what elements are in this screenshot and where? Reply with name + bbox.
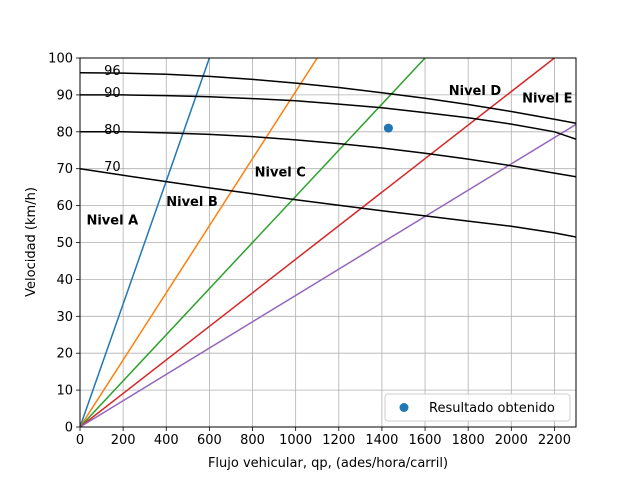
x-tick-label: 200: [111, 433, 136, 448]
curve-label: 96: [104, 64, 121, 79]
legend-box: [384, 393, 571, 422]
x-tick-label: 2200: [538, 433, 571, 448]
y-tick-label: 40: [56, 273, 73, 288]
y-tick-label: 20: [56, 347, 73, 362]
x-tick-label: 2000: [495, 433, 528, 448]
los-line: [80, 58, 318, 427]
y-tick-label: 30: [56, 310, 73, 325]
x-tick-label: 1600: [408, 433, 441, 448]
los-line: [80, 123, 576, 427]
scatter-points: [383, 123, 393, 133]
y-tick-label: 50: [56, 236, 73, 251]
x-axis-ticks: 0 200 400 600 800 1000 1200 1400 1600 1800 2000 220…: [76, 427, 571, 448]
y-axis-label: Velocidad (km/h): [24, 187, 39, 297]
x-tick-label: 1800: [452, 433, 485, 448]
speed-curve: [80, 72, 576, 125]
los-line: [80, 58, 426, 427]
speed-curve: [80, 167, 576, 238]
speed-curve: [80, 94, 576, 140]
x-tick-label: 1400: [365, 433, 398, 448]
level-label: Nivel D: [449, 84, 502, 99]
x-tick-label: 600: [197, 433, 222, 448]
speed-curve: [80, 131, 576, 178]
legend-marker: [399, 403, 409, 412]
x-axis-label: Flujo vehicular, qp, (ades/hora/carril): [208, 456, 448, 471]
legend: Resultado obtenido: [384, 393, 571, 422]
curve-label: 70: [104, 160, 121, 175]
legend-label: Resultado obtenido: [429, 401, 555, 416]
x-tick-label: 1000: [279, 433, 312, 448]
level-label: Nivel E: [522, 92, 573, 107]
y-axis-ticks: 0 10 20 30 40 50 60 70 80 90 100: [48, 52, 80, 436]
x-tick-label: 800: [240, 433, 265, 448]
annotations: 96 90 80 70 Nivel A Nivel B Nivel C Nivel D Nive…: [86, 64, 572, 228]
y-tick-label: 70: [56, 162, 73, 177]
scatter-point: [383, 123, 393, 133]
y-tick-label: 60: [56, 199, 73, 214]
x-tick-label: 400: [154, 433, 179, 448]
y-tick-label: 0: [65, 421, 73, 436]
y-tick-label: 10: [56, 384, 73, 399]
x-tick-label: 0: [76, 433, 84, 448]
y-tick-label: 90: [56, 88, 73, 103]
los-line: [80, 58, 211, 427]
x-tick-label: 1200: [322, 433, 355, 448]
speed-curves: [80, 72, 576, 238]
level-label: Nivel C: [255, 165, 306, 180]
y-tick-label: 100: [48, 52, 73, 67]
level-label: Nivel B: [166, 195, 218, 210]
grid: [79, 57, 576, 428]
curve-label: 80: [104, 123, 121, 138]
curve-label: 90: [104, 86, 121, 101]
y-tick-label: 80: [56, 125, 73, 140]
level-label: Nivel A: [86, 213, 138, 228]
